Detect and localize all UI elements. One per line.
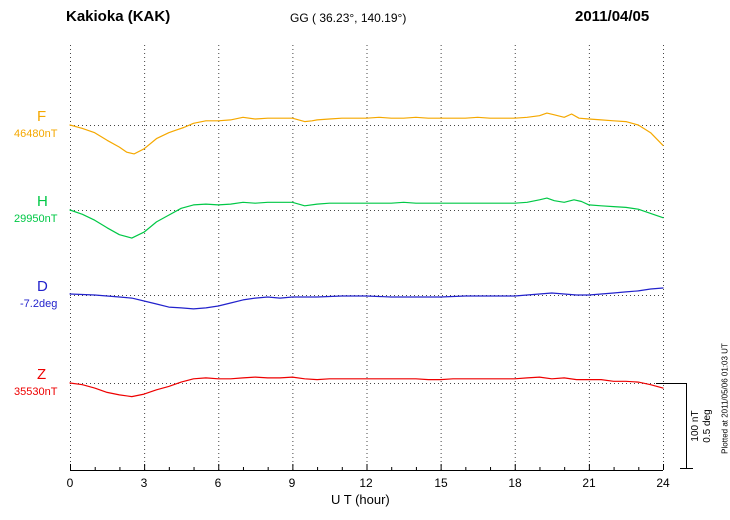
baseline-value-d: -7.2deg <box>20 298 58 310</box>
trace-h <box>69 197 664 239</box>
trace-d <box>69 287 664 310</box>
x-tick-label-21: 21 <box>582 476 596 490</box>
x-tick-label-6: 6 <box>214 476 222 490</box>
component-label-d: D <box>37 278 48 295</box>
x-tick-label-12: 12 <box>359 476 373 490</box>
trace-z <box>69 376 664 398</box>
baseline-value-h: 29950nT <box>14 213 58 225</box>
x-tick-label-24: 24 <box>656 476 670 490</box>
scale-bar-deg-label: 0.5 deg <box>702 409 713 443</box>
plotted-at-note: Plotted at 2011/05/06 01:03 UT <box>720 343 730 454</box>
x-tick-label-3: 3 <box>140 476 148 490</box>
x-tick-label-15: 15 <box>434 476 448 490</box>
component-label-h: H <box>37 193 48 210</box>
plot-date: 2011/04/05 <box>575 8 650 25</box>
baseline-value-f: 46480nT <box>14 128 58 140</box>
trace-f <box>69 112 664 155</box>
station-title: Kakioka (KAK) <box>66 8 171 25</box>
scale-bar-nt-label: 100 nT <box>690 410 701 442</box>
station-coordinates: GG ( 36.23°, 140.19°) <box>290 11 407 25</box>
scale-bar-labels: 100 nT 0.5 deg <box>690 386 714 466</box>
baseline-value-z: 35530nT <box>14 386 58 398</box>
component-label-z: Z <box>37 366 47 383</box>
x-tick-label-0: 0 <box>66 476 74 490</box>
x-tick-label-9: 9 <box>288 476 296 490</box>
component-label-f: F <box>37 108 47 125</box>
x-axis-title: U T (hour) <box>331 492 390 507</box>
x-tick-label-18: 18 <box>508 476 522 490</box>
